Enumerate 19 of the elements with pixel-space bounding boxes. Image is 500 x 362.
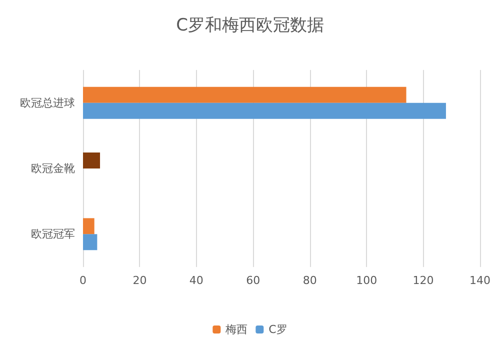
bar (83, 102, 446, 119)
y-tick-label: 欧冠金靴 (31, 162, 75, 175)
legend-label: C罗 (268, 323, 288, 336)
bar (83, 234, 98, 250)
y-tick-label: 欧冠冠军 (31, 228, 75, 241)
x-tick-label: 40 (189, 274, 204, 287)
y-tick-label: 欧冠总进球 (20, 96, 75, 110)
bar (83, 218, 94, 234)
bar (83, 152, 100, 168)
x-tick-label: 120 (412, 274, 434, 287)
x-tick-label: 0 (80, 274, 86, 287)
x-tick-label: 140 (470, 274, 490, 287)
x-tick-label: 80 (302, 274, 317, 287)
x-tick-label: 100 (356, 274, 378, 287)
x-tick-label: 20 (132, 274, 147, 287)
chart-title: C罗和梅西欧冠数据 (176, 16, 324, 36)
legend-label: 梅西 (224, 323, 248, 336)
bar (83, 86, 406, 103)
x-tick-label: 60 (246, 274, 260, 287)
